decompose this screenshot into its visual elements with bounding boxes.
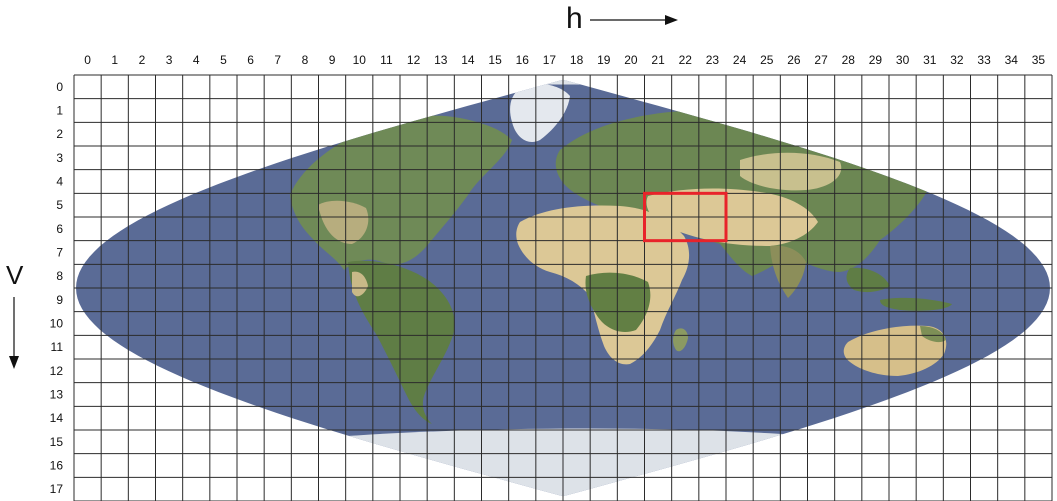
h-tick-label: 34 xyxy=(1005,53,1019,67)
h-tick-label: 25 xyxy=(760,53,774,67)
h-arrowhead-icon xyxy=(665,15,678,25)
h-tick-label: 23 xyxy=(706,53,720,67)
h-tick-label: 0 xyxy=(84,53,91,67)
v-tick-label: 2 xyxy=(56,127,63,141)
south-america-dry xyxy=(352,271,368,297)
h-tick-label: 2 xyxy=(139,53,146,67)
h-tick-label: 8 xyxy=(302,53,309,67)
h-tick-label: 11 xyxy=(380,53,393,67)
h-tick-label: 7 xyxy=(274,53,281,67)
v-tick-label: 7 xyxy=(56,246,63,260)
v-tick-label: 15 xyxy=(50,435,64,449)
v-tick-label: 14 xyxy=(50,411,64,425)
highlighted-tile-region xyxy=(643,191,728,243)
v-tick-label: 4 xyxy=(56,175,63,189)
v-tick-label: 5 xyxy=(56,198,63,212)
h-tick-label: 10 xyxy=(353,53,367,67)
v-axis-title: V xyxy=(6,260,24,290)
v-tick-label: 0 xyxy=(56,80,63,94)
h-tick-label: 27 xyxy=(814,53,828,67)
australia-green-fringe xyxy=(920,326,946,343)
h-tick-label: 9 xyxy=(329,53,336,67)
h-tick-label: 4 xyxy=(193,53,200,67)
h-tick-label: 33 xyxy=(977,53,991,67)
h-tick-label: 30 xyxy=(896,53,910,67)
h-tick-label: 31 xyxy=(923,53,937,67)
h-tick-labels: 0 1 2 3 4 5 6 7 8 9 10 11 12 13 14 15 16 17 18 19 20 21 22 23 24… xyxy=(84,53,1045,67)
h-tick-label: 28 xyxy=(842,53,856,67)
h-tick-label: 16 xyxy=(516,53,530,67)
h-tick-label: 14 xyxy=(461,53,475,67)
highlight-box xyxy=(643,191,728,243)
north-america-arid xyxy=(318,200,369,244)
h-tick-label: 6 xyxy=(247,53,254,67)
h-tick-label: 5 xyxy=(220,53,227,67)
v-tick-label: 1 xyxy=(56,104,63,118)
h-tick-label: 35 xyxy=(1032,53,1046,67)
h-tick-label: 18 xyxy=(570,53,584,67)
v-tick-label: 11 xyxy=(51,340,64,354)
h-tick-label: 22 xyxy=(679,53,693,67)
v-tick-label: 16 xyxy=(50,459,64,473)
v-tick-label: 17 xyxy=(50,482,64,496)
h-tick-label: 19 xyxy=(597,53,611,67)
h-tick-label: 3 xyxy=(166,53,173,67)
h-tick-label: 21 xyxy=(651,53,665,67)
h-axis-title: h xyxy=(566,2,583,35)
v-tick-label: 10 xyxy=(50,317,64,331)
southeast-asia xyxy=(846,267,890,293)
h-tick-label: 13 xyxy=(434,53,448,67)
axis-arrows xyxy=(9,15,678,369)
central-asia-steppe xyxy=(740,152,842,191)
india xyxy=(770,245,806,298)
h-tick-label: 15 xyxy=(488,53,502,67)
land-masses xyxy=(290,79,952,497)
v-tick-label: 8 xyxy=(56,269,63,283)
v-tick-label: 12 xyxy=(50,364,64,378)
v-arrowhead-icon xyxy=(9,356,19,369)
arctic-ice xyxy=(430,79,680,86)
tile-grid xyxy=(73,74,1053,501)
v-tick-label: 6 xyxy=(56,222,63,236)
central-africa-forest xyxy=(585,272,651,333)
v-tick-label: 3 xyxy=(56,151,63,165)
h-tick-label: 26 xyxy=(787,53,801,67)
madagascar xyxy=(673,328,688,352)
v-tick-label: 9 xyxy=(56,293,63,307)
australia xyxy=(843,325,947,376)
v-tick-label: 13 xyxy=(50,388,64,402)
h-tick-label: 29 xyxy=(869,53,883,67)
h-tick-label: 20 xyxy=(624,53,638,67)
south-america xyxy=(348,260,455,424)
h-tick-label: 1 xyxy=(111,53,118,67)
h-tick-label: 24 xyxy=(733,53,747,67)
antarctica xyxy=(300,428,930,497)
h-tick-label: 17 xyxy=(543,53,557,67)
h-tick-label: 12 xyxy=(407,53,421,67)
h-tick-label: 32 xyxy=(950,53,964,67)
